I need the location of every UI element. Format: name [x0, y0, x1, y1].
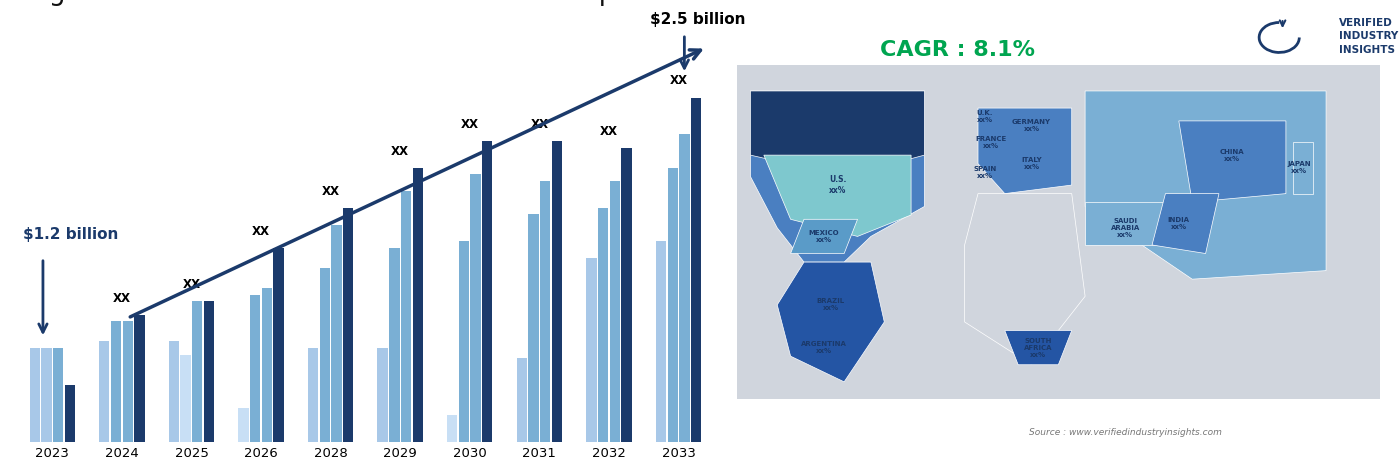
Bar: [134, 315, 144, 442]
Text: XX: XX: [669, 74, 687, 87]
Bar: [587, 258, 596, 442]
Bar: [169, 341, 179, 442]
Polygon shape: [791, 219, 858, 253]
Bar: [123, 321, 133, 442]
Text: ITALY
xx%: ITALY xx%: [1021, 157, 1042, 170]
Bar: [482, 141, 493, 442]
Text: U.K.
xx%: U.K. xx%: [976, 110, 993, 123]
Bar: [389, 248, 399, 442]
Polygon shape: [965, 193, 1085, 365]
Bar: [447, 415, 458, 442]
Text: $2.5 billion: $2.5 billion: [650, 12, 745, 27]
Text: CANADA
xx%: CANADA xx%: [819, 107, 855, 126]
Bar: [413, 168, 423, 442]
Text: XX: XX: [322, 185, 340, 198]
Polygon shape: [777, 262, 885, 382]
Bar: [99, 341, 109, 442]
Text: BRAZIL
xx%: BRAZIL xx%: [816, 299, 844, 312]
Polygon shape: [1152, 193, 1219, 253]
Bar: [262, 288, 272, 442]
Polygon shape: [1085, 202, 1165, 245]
Text: XX: XX: [252, 225, 270, 238]
Bar: [679, 134, 690, 442]
Polygon shape: [750, 91, 924, 262]
Bar: [609, 181, 620, 442]
Text: FRANCE
xx%: FRANCE xx%: [976, 136, 1007, 149]
Bar: [332, 225, 342, 442]
Text: Source : www.verifiedindustryinsights.com: Source : www.verifiedindustryinsights.co…: [1029, 428, 1222, 438]
Text: VERIFIED
INDUSTRY
INSIGHTS: VERIFIED INDUSTRY INSIGHTS: [1340, 18, 1399, 54]
Bar: [343, 208, 353, 442]
Bar: [528, 214, 539, 442]
Text: CAGR : 8.1%: CAGR : 8.1%: [881, 40, 1036, 60]
Polygon shape: [1085, 91, 1326, 279]
Text: XX: XX: [531, 118, 549, 131]
Text: XX: XX: [182, 279, 200, 292]
Bar: [668, 168, 678, 442]
Bar: [192, 301, 203, 442]
Text: Angioedema Treatment Market Size and Scope: Angioedema Treatment Market Size and Sco…: [14, 0, 631, 6]
Text: XX: XX: [391, 145, 409, 158]
Polygon shape: [764, 155, 911, 236]
Bar: [64, 385, 76, 442]
Bar: [690, 98, 701, 442]
Text: SPAIN
xx%: SPAIN xx%: [973, 166, 997, 179]
Polygon shape: [1005, 331, 1072, 365]
Bar: [53, 348, 63, 442]
Bar: [204, 301, 214, 442]
Bar: [622, 148, 631, 442]
Bar: [736, 65, 1379, 399]
Bar: [655, 241, 666, 442]
Text: CHINA
xx%: CHINA xx%: [1219, 149, 1245, 162]
Bar: [111, 321, 122, 442]
Text: U.S.
xx%: U.S. xx%: [829, 175, 846, 195]
Bar: [400, 191, 412, 442]
Text: INDIA
xx%: INDIA xx%: [1168, 217, 1190, 230]
Text: XX: XX: [461, 118, 479, 131]
Bar: [273, 248, 284, 442]
Text: XX: XX: [601, 125, 617, 138]
Bar: [181, 355, 190, 442]
Bar: [517, 358, 526, 442]
Bar: [598, 208, 608, 442]
Polygon shape: [1292, 142, 1313, 193]
Bar: [552, 141, 561, 442]
Text: XX: XX: [113, 292, 130, 305]
Polygon shape: [1179, 121, 1287, 202]
Polygon shape: [750, 91, 924, 177]
Text: ARGENTINA
xx%: ARGENTINA xx%: [801, 341, 847, 354]
Text: MEXICO
xx%: MEXICO xx%: [809, 230, 840, 243]
Bar: [308, 348, 318, 442]
Text: SAUDI
ARABIA
xx%: SAUDI ARABIA xx%: [1110, 218, 1140, 238]
Bar: [251, 295, 260, 442]
Bar: [319, 268, 330, 442]
Bar: [29, 348, 41, 442]
Text: JAPAN
xx%: JAPAN xx%: [1288, 161, 1312, 174]
Bar: [238, 408, 249, 442]
Text: SOUTH
AFRICA
xx%: SOUTH AFRICA xx%: [1023, 338, 1053, 358]
Bar: [470, 174, 480, 442]
Polygon shape: [979, 108, 1072, 193]
Text: GERMANY
xx%: GERMANY xx%: [1012, 119, 1051, 132]
Bar: [459, 241, 469, 442]
Bar: [378, 348, 388, 442]
Bar: [540, 181, 550, 442]
Text: $1.2 billion: $1.2 billion: [22, 227, 119, 242]
Bar: [41, 348, 52, 442]
